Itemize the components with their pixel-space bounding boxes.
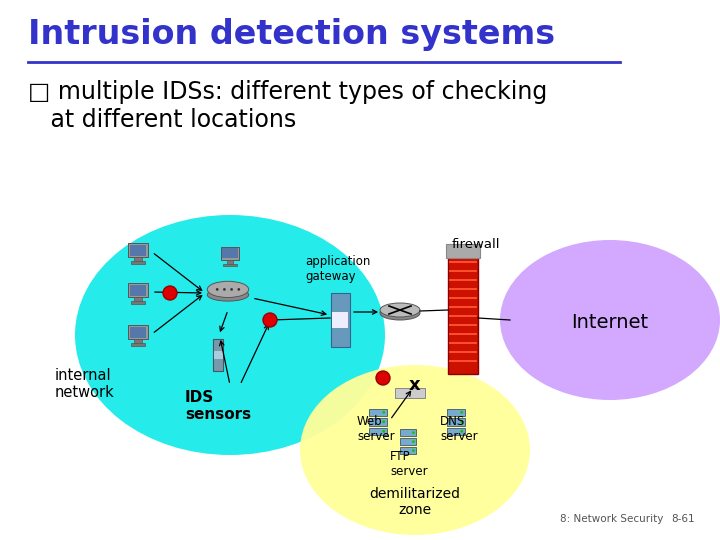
FancyBboxPatch shape	[400, 438, 416, 445]
FancyBboxPatch shape	[131, 343, 145, 346]
FancyBboxPatch shape	[369, 408, 387, 416]
Circle shape	[382, 411, 385, 414]
FancyBboxPatch shape	[369, 418, 387, 426]
Text: FTP
server: FTP server	[390, 450, 428, 478]
FancyBboxPatch shape	[135, 340, 142, 343]
Circle shape	[412, 449, 415, 452]
FancyBboxPatch shape	[131, 261, 145, 264]
Circle shape	[382, 430, 385, 433]
FancyBboxPatch shape	[447, 418, 464, 426]
Ellipse shape	[380, 306, 420, 320]
Circle shape	[382, 420, 385, 423]
Ellipse shape	[207, 281, 248, 298]
FancyBboxPatch shape	[447, 408, 464, 416]
Circle shape	[460, 420, 463, 423]
Ellipse shape	[75, 215, 385, 455]
Circle shape	[238, 288, 240, 291]
FancyBboxPatch shape	[448, 254, 478, 374]
Circle shape	[263, 313, 277, 327]
FancyBboxPatch shape	[447, 428, 464, 435]
FancyBboxPatch shape	[220, 246, 239, 260]
Text: application
gateway: application gateway	[305, 255, 370, 283]
Text: Web
server: Web server	[357, 415, 395, 443]
FancyBboxPatch shape	[128, 243, 148, 258]
Text: DNS
server: DNS server	[440, 415, 477, 443]
Ellipse shape	[380, 303, 420, 317]
Text: IDS
sensors: IDS sensors	[185, 390, 251, 422]
FancyBboxPatch shape	[446, 244, 480, 258]
Text: x: x	[409, 376, 420, 394]
FancyBboxPatch shape	[222, 248, 238, 259]
Text: 8: Network Security: 8: Network Security	[560, 514, 663, 524]
FancyBboxPatch shape	[227, 260, 233, 264]
FancyBboxPatch shape	[212, 339, 223, 371]
Ellipse shape	[500, 240, 720, 400]
FancyBboxPatch shape	[400, 429, 416, 436]
FancyBboxPatch shape	[130, 285, 146, 295]
FancyBboxPatch shape	[131, 301, 145, 303]
Text: 8-61: 8-61	[671, 514, 695, 524]
FancyBboxPatch shape	[223, 264, 237, 266]
Text: at different locations: at different locations	[28, 108, 296, 132]
Text: firewall: firewall	[452, 238, 500, 251]
Circle shape	[412, 440, 415, 443]
FancyBboxPatch shape	[214, 352, 222, 359]
FancyBboxPatch shape	[400, 447, 416, 454]
FancyBboxPatch shape	[369, 428, 387, 435]
FancyBboxPatch shape	[130, 327, 146, 338]
FancyBboxPatch shape	[128, 325, 148, 340]
Text: demilitarized
zone: demilitarized zone	[369, 487, 461, 517]
FancyBboxPatch shape	[135, 298, 142, 301]
Circle shape	[230, 288, 233, 291]
FancyBboxPatch shape	[333, 313, 348, 328]
Circle shape	[376, 371, 390, 385]
Circle shape	[412, 431, 415, 434]
FancyBboxPatch shape	[330, 293, 349, 347]
FancyBboxPatch shape	[135, 258, 142, 261]
Text: Intrusion detection systems: Intrusion detection systems	[28, 18, 555, 51]
FancyBboxPatch shape	[395, 388, 425, 398]
FancyBboxPatch shape	[130, 245, 146, 255]
Text: Internet: Internet	[572, 313, 649, 332]
Circle shape	[460, 430, 463, 433]
Ellipse shape	[300, 365, 530, 535]
Ellipse shape	[207, 288, 248, 301]
FancyBboxPatch shape	[128, 283, 148, 298]
Text: □ multiple IDSs: different types of checking: □ multiple IDSs: different types of chec…	[28, 80, 547, 104]
Circle shape	[223, 288, 226, 291]
Circle shape	[163, 286, 177, 300]
Text: internal
network: internal network	[55, 368, 114, 400]
Circle shape	[216, 288, 219, 291]
Circle shape	[460, 411, 463, 414]
